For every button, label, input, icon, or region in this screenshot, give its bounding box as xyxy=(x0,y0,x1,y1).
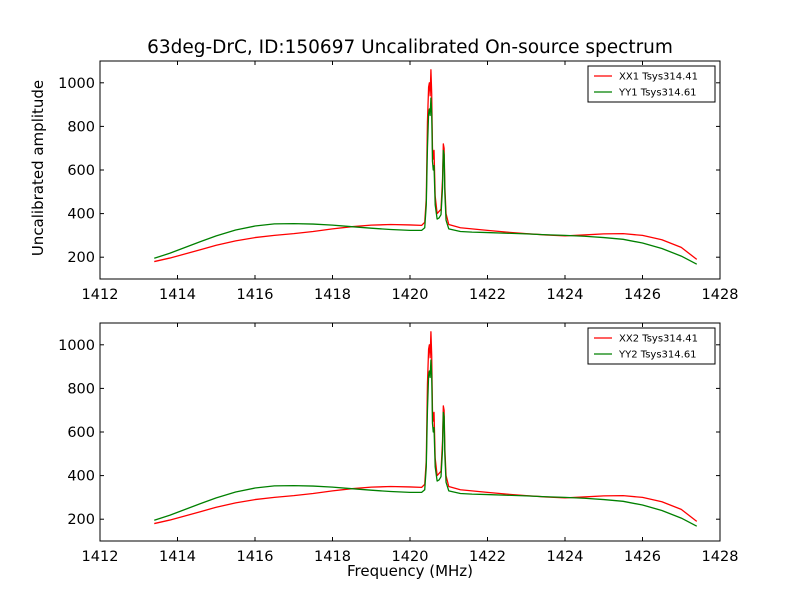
x-axis-label: Frequency (MHz) xyxy=(347,562,473,580)
legend-entry: XX2 Tsys314.41 xyxy=(619,334,698,345)
y-tick-label: 200 xyxy=(67,250,95,266)
x-tick-label: 1418 xyxy=(314,287,351,303)
legend-entry: YY1 Tsys314.61 xyxy=(618,88,697,99)
series-line-yy2 xyxy=(154,359,698,527)
y-tick-label: 400 xyxy=(67,469,95,485)
x-tick-label: 1428 xyxy=(702,287,739,303)
x-tick-label: 1416 xyxy=(237,549,274,565)
y-tick-label: 200 xyxy=(67,512,95,528)
legend-box xyxy=(587,65,716,103)
series-group xyxy=(154,69,698,265)
x-tick-label: 1424 xyxy=(547,287,584,303)
x-tick-label: 1414 xyxy=(159,549,196,565)
y-tick-label: 1000 xyxy=(58,76,95,92)
x-tick-label: 1420 xyxy=(392,549,429,565)
legend: XX2 Tsys314.41 YY2 Tsys314.61 xyxy=(587,327,716,365)
y-tick-label: 400 xyxy=(67,207,95,223)
x-tick-label: 1422 xyxy=(469,549,506,565)
legend-entry: XX1 Tsys314.41 xyxy=(619,72,698,83)
legend-entry: YY2 Tsys314.61 xyxy=(618,350,697,361)
x-tick-label: 1416 xyxy=(237,287,274,303)
y-tick-label: 600 xyxy=(67,425,95,441)
y-tick-label: 800 xyxy=(67,119,95,135)
y-tick-label: 800 xyxy=(67,381,95,397)
x-tick-label: 1424 xyxy=(547,549,584,565)
x-tick-label: 1426 xyxy=(624,287,661,303)
legend-box xyxy=(587,327,716,365)
bottom-panel: 1412 1414 1416 1418 1420 1422 1424 1426 1428 200 4… xyxy=(58,322,739,565)
x-tick-label: 1414 xyxy=(159,287,196,303)
x-tick-label: 1428 xyxy=(702,549,739,565)
series-line-yy1 xyxy=(154,97,698,265)
y-tick-label: 1000 xyxy=(58,338,95,354)
x-tick-label: 1422 xyxy=(469,287,506,303)
x-tick-label: 1412 xyxy=(82,287,119,303)
chart-title: 63deg-DrC, ID:150697 Uncalibrated On-sou… xyxy=(147,37,673,58)
x-tick-label: 1420 xyxy=(392,287,429,303)
y-axis-label: Uncalibrated amplitude xyxy=(29,80,47,256)
series-group xyxy=(154,331,698,527)
x-tick-label: 1426 xyxy=(624,549,661,565)
top-panel: 1412 1414 1416 1418 1420 1422 1424 1426 1428 200 4… xyxy=(58,60,739,303)
x-tick-label: 1418 xyxy=(314,549,351,565)
y-tick-label: 600 xyxy=(67,163,95,179)
x-tick-label: 1412 xyxy=(82,549,119,565)
legend: XX1 Tsys314.41 YY1 Tsys314.61 xyxy=(587,65,716,103)
